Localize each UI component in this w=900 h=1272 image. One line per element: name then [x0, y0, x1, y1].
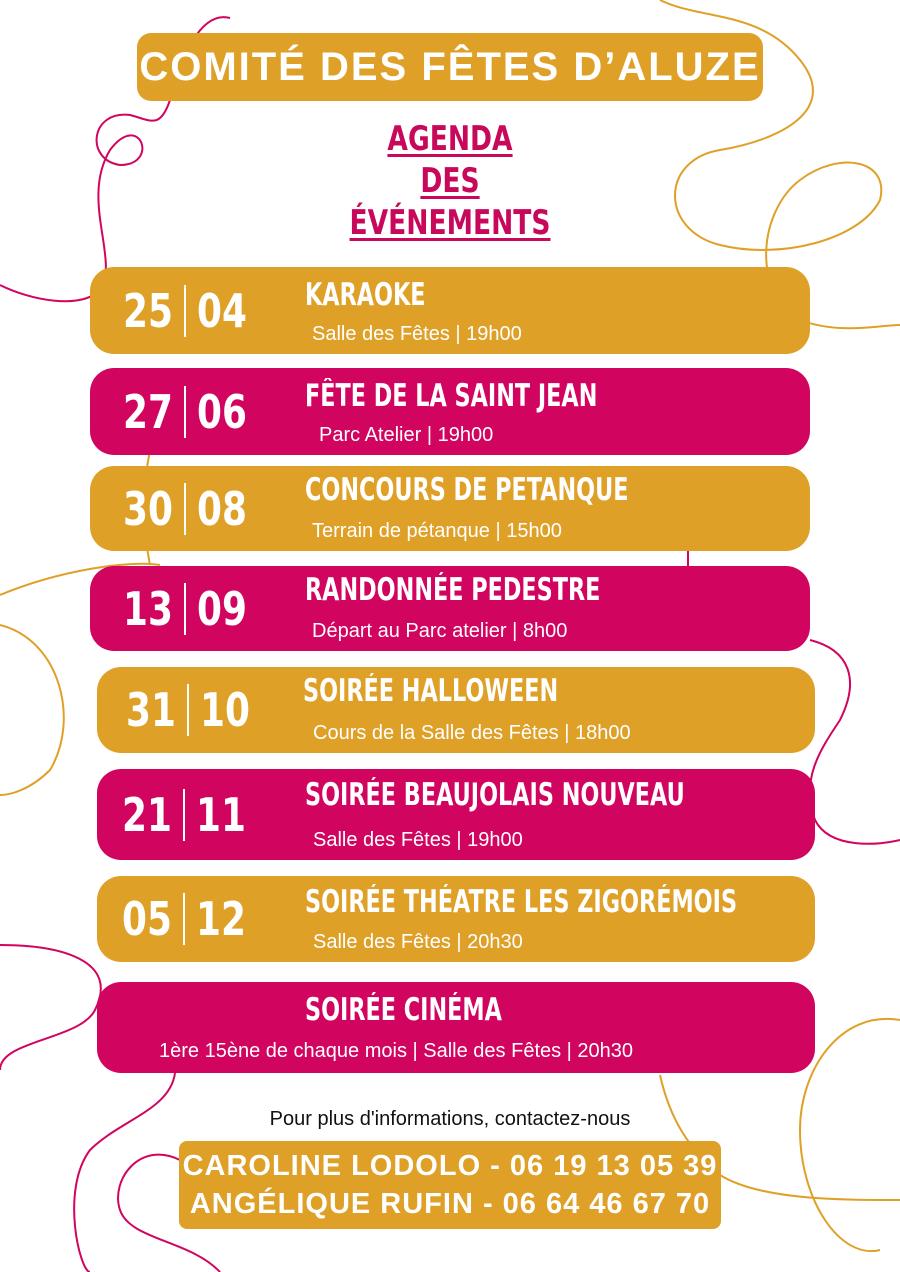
event-details: Salle des Fêtes | 19h00 [312, 323, 522, 345]
event-title: SOIRÉE THÉATRE LES ZIGORÉMOIS [305, 884, 738, 920]
event-card: 05 12 SOIRÉE THÉATRE LES ZIGORÉMOIS Salle… [97, 876, 815, 962]
event-date: 05 12 [115, 892, 253, 946]
event-title: SOIRÉE CINÉMA [305, 992, 502, 1028]
event-month: 06 [197, 384, 247, 439]
event-date: 30 08 [116, 482, 254, 536]
event-day: 31 [126, 683, 176, 737]
agenda-heading: AGENDA DES ÉVÉNEMENTS [294, 118, 606, 244]
date-separator [183, 893, 186, 945]
event-title: SOIRÉE HALLOWEEN [303, 673, 559, 709]
event-month: 10 [200, 683, 250, 737]
event-details: Salle des Fêtes | 19h00 [313, 829, 523, 851]
event-title: RANDONNÉE PEDESTRE [305, 572, 601, 608]
event-details: Parc Atelier | 19h00 [319, 424, 494, 446]
contact-box: CAROLINE LODOLO - 06 19 13 05 39 ANGÉLIQ… [179, 1141, 721, 1229]
event-title: FÊTE DE LA SAINT JEAN [305, 378, 598, 414]
date-separator [184, 284, 187, 337]
event-date: 27 06 [116, 385, 254, 439]
header-title: COMITÉ DES FÊTES D’ALUZE [137, 33, 763, 101]
date-separator [184, 482, 187, 535]
date-separator [184, 582, 187, 635]
event-date: 31 10 [119, 683, 257, 737]
event-card: SOIRÉE CINÉMA 1ère 15ène de chaque mois … [97, 982, 815, 1073]
event-month: 04 [197, 283, 247, 338]
agenda-line-3: ÉVÉNEMENTS [349, 203, 551, 243]
contact-line-2: ANGÉLIQUE RUFIN - 06 64 46 67 70 [189, 1188, 711, 1220]
event-card: 27 06 FÊTE DE LA SAINT JEAN Parc Atelier … [90, 368, 810, 455]
event-month: 09 [197, 581, 247, 636]
event-title: SOIRÉE BEAUJOLAIS NOUVEAU [305, 777, 685, 813]
event-day: 05 [122, 892, 172, 946]
event-details: Départ au Parc atelier | 8h00 [312, 620, 568, 642]
event-card: 21 11 SOIRÉE BEAUJOLAIS NOUVEAU Salle des… [97, 769, 815, 860]
event-details: Terrain de pétanque | 15h00 [312, 520, 562, 542]
event-month: 08 [197, 481, 247, 536]
event-card: 31 10 SOIRÉE HALLOWEEN Cours de la Salle … [97, 667, 815, 753]
event-month: 11 [196, 787, 246, 842]
date-separator [184, 385, 187, 438]
agenda-line-1: AGENDA [387, 119, 513, 159]
date-separator [187, 684, 190, 736]
agenda-line-2: DES [420, 161, 480, 201]
event-details: Cours de la Salle des Fêtes | 18h00 [313, 722, 631, 744]
event-month: 12 [196, 892, 246, 946]
event-card: 30 08 CONCOURS DE PETANQUE Terrain de pét… [90, 466, 810, 551]
event-details: 1ère 15ène de chaque mois | Salle des Fê… [159, 1040, 634, 1062]
event-day: 27 [123, 384, 173, 439]
contact-line-1: CAROLINE LODOLO - 06 19 13 05 39 [182, 1150, 718, 1182]
event-day: 13 [123, 581, 173, 636]
event-day: 25 [123, 283, 173, 338]
event-day: 30 [123, 481, 173, 536]
event-date: 13 09 [116, 582, 254, 636]
event-date: 21 11 [115, 788, 253, 842]
event-card: 25 04 KARAOKE Salle des Fêtes | 19h00 [90, 267, 810, 354]
contact-label: Pour plus d'informations, contactez-nous [269, 1108, 631, 1130]
event-details: Salle des Fêtes | 20h30 [313, 931, 523, 953]
event-day: 21 [122, 787, 172, 842]
event-date: 25 04 [116, 284, 254, 338]
event-title: CONCOURS DE PETANQUE [305, 472, 629, 508]
event-card: 13 09 RANDONNÉE PEDESTRE Départ au Parc a… [90, 566, 810, 651]
date-separator [183, 788, 186, 841]
event-title: KARAOKE [305, 277, 426, 313]
